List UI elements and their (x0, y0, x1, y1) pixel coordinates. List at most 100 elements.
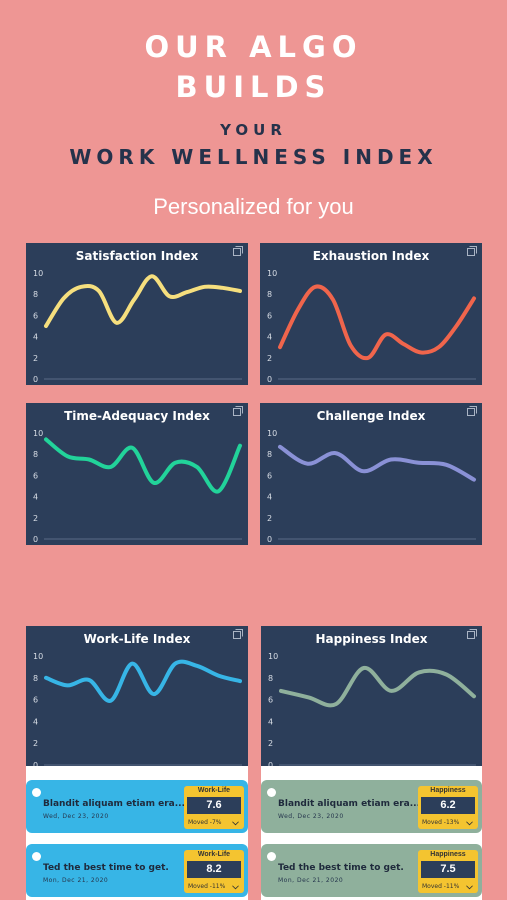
y-tick-label: 2 (33, 354, 38, 363)
y-tick-label: 4 (267, 493, 272, 502)
entry-title: Ted the best time to get. (278, 863, 404, 873)
expand-icon[interactable] (467, 629, 477, 639)
expand-icon[interactable] (467, 406, 477, 416)
chart-title: Work-Life Index (83, 632, 191, 646)
y-tick-label: 2 (33, 739, 38, 748)
status-dot (32, 852, 41, 861)
headline-line-2: BUILDS (175, 70, 332, 104)
entry-date: Wed, Dec 23, 2020 (278, 813, 344, 820)
badge-label: Work-Life (197, 787, 231, 794)
chart-title: Satisfaction Index (75, 249, 199, 263)
y-tick-label: 8 (267, 450, 272, 459)
y-tick-label: 0 (267, 375, 272, 384)
y-tick-label: 10 (267, 429, 277, 438)
status-dot (32, 788, 41, 797)
y-tick-label: 10 (33, 429, 43, 438)
happiness-index-card[interactable]: Happiness Index 0 2 4 6 8 10 (261, 626, 482, 771)
badge-moved: Moved -7% (188, 819, 222, 826)
series-line (44, 274, 242, 328)
score-badge: Work-Life 8.2 Moved -11% (184, 850, 244, 893)
chevron-down-icon (466, 885, 473, 890)
badge-moved: Moved -13% (422, 819, 460, 826)
y-tick-label: 0 (33, 761, 38, 770)
badge-label: Work-Life (197, 851, 231, 858)
entry-title: Blandit aliquam etiam era... (278, 799, 421, 809)
y-tick-label: 8 (267, 290, 272, 299)
expand-icon[interactable] (233, 629, 243, 639)
y-tick-label: 2 (268, 739, 273, 748)
series-line (44, 437, 242, 494)
line-chart: 0 2 4 6 8 10 (33, 652, 242, 770)
y-tick-label: 10 (267, 269, 277, 278)
entry-title: Ted the best time to get. (43, 863, 169, 873)
y-tick-label: 10 (33, 269, 43, 278)
y-tick-label: 8 (33, 450, 38, 459)
y-tick-label: 0 (267, 535, 272, 544)
headline-line-3: YOUR (220, 121, 287, 139)
score-badge: Happiness 7.5 Moved -11% (418, 850, 478, 893)
challenge-index-card[interactable]: Challenge Index 0 2 4 6 8 10 (260, 403, 482, 545)
entry-date: Mon, Dec 21, 2020 (278, 877, 344, 884)
line-chart: 0 2 4 6 8 10 (33, 429, 242, 544)
entry-title: Blandit aliquam etiam era... (43, 799, 186, 809)
y-tick-label: 4 (268, 717, 273, 726)
y-tick-label: 0 (33, 535, 38, 544)
expand-icon[interactable] (467, 246, 477, 256)
y-tick-label: 8 (33, 290, 38, 299)
y-tick-label: 6 (33, 696, 38, 705)
line-chart: 0 2 4 6 8 10 (267, 269, 476, 384)
score-badge: Happiness 6.2 Moved -13% (418, 786, 478, 829)
y-tick-label: 6 (268, 696, 273, 705)
status-dot (267, 852, 276, 861)
headline-line-1: OUR ALGO (144, 30, 363, 64)
chevron-down-icon (232, 821, 239, 826)
y-tick-label: 6 (33, 311, 38, 320)
entry-date: Mon, Dec 21, 2020 (43, 877, 109, 884)
y-tick-label: 4 (267, 333, 272, 342)
series-line (279, 666, 476, 708)
badge-moved: Moved -11% (422, 883, 460, 890)
line-chart: 0 2 4 6 8 10 (267, 429, 476, 544)
line-chart: 0 2 4 6 8 10 (33, 269, 242, 384)
score-badge: Work-Life 7.6 Moved -7% (184, 786, 244, 829)
badge-value: 7.5 (421, 861, 475, 878)
y-tick-label: 4 (33, 493, 38, 502)
chart-title: Challenge Index (316, 409, 426, 423)
chart-title: Time-Adequacy Index (64, 409, 210, 423)
satisfaction-index-card[interactable]: Satisfaction Index 0 2 4 6 8 10 (26, 243, 248, 385)
y-tick-label: 6 (33, 471, 38, 480)
entry-card[interactable]: Blandit aliquam etiam era... Wed, Dec 23… (261, 780, 482, 833)
time-adequacy-index-card[interactable]: Time-Adequacy Index 0 2 4 6 8 10 (26, 403, 248, 545)
headline-line-4: WORK WELLNESS INDEX (69, 145, 438, 169)
entry-card[interactable]: Ted the best time to get. Mon, Dec 21, 2… (261, 844, 482, 897)
y-tick-label: 0 (33, 375, 38, 384)
y-tick-label: 8 (268, 674, 273, 683)
badge-value: 6.2 (421, 797, 475, 814)
y-tick-label: 4 (33, 717, 38, 726)
expand-icon[interactable] (233, 406, 243, 416)
series-line (278, 284, 476, 361)
series-line (278, 444, 476, 482)
work-life-index-card[interactable]: Work-Life Index 0 2 4 6 8 10 (26, 626, 248, 771)
entry-card[interactable]: Ted the best time to get. Mon, Dec 21, 2… (26, 844, 248, 897)
line-chart: 0 2 4 6 8 10 (268, 652, 476, 770)
chart-title: Happiness Index (315, 632, 428, 646)
y-tick-label: 10 (268, 652, 278, 661)
exhaustion-index-card[interactable]: Exhaustion Index 0 2 4 6 8 10 (260, 243, 482, 385)
chart-title: Exhaustion Index (312, 249, 430, 263)
y-tick-label: 8 (33, 674, 38, 683)
y-tick-label: 0 (268, 761, 273, 770)
y-tick-label: 2 (33, 514, 38, 523)
entry-card[interactable]: Blandit aliquam etiam era... Wed, Dec 23… (26, 780, 248, 833)
chevron-down-icon (466, 821, 473, 826)
y-tick-label: 6 (267, 471, 272, 480)
chevron-down-icon (232, 885, 239, 890)
y-tick-label: 10 (33, 652, 43, 661)
expand-icon[interactable] (233, 246, 243, 256)
badge-label: Happiness (430, 851, 466, 858)
badge-moved: Moved -11% (188, 883, 226, 890)
y-tick-label: 2 (267, 514, 272, 523)
y-tick-label: 4 (33, 333, 38, 342)
series-line (44, 659, 242, 703)
badge-value: 8.2 (187, 861, 241, 878)
